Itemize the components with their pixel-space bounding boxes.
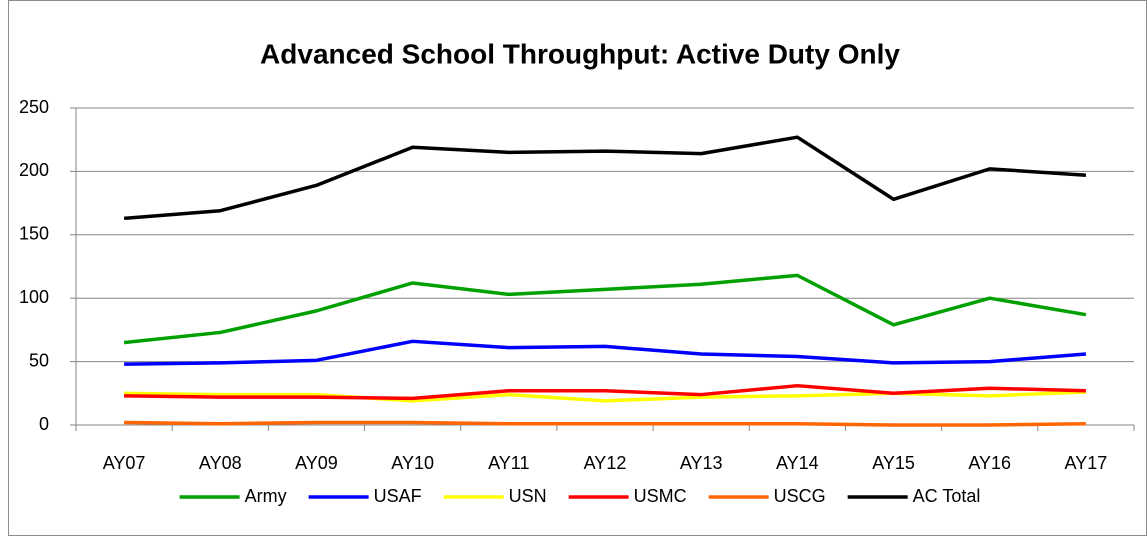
legend-label: USN xyxy=(509,486,547,506)
series-line xyxy=(123,135,1087,221)
y-tick-label: 0 xyxy=(39,414,49,434)
y-tick-label: 200 xyxy=(19,160,49,180)
legend-label: USMC xyxy=(634,486,687,506)
x-tick-label: AY09 xyxy=(295,453,338,473)
legend-label: AC Total xyxy=(913,486,981,506)
x-tick-label: AY07 xyxy=(103,453,146,473)
x-tick-label: AY14 xyxy=(776,453,819,473)
chart-frame xyxy=(8,0,1147,536)
x-tick-label: AY08 xyxy=(199,453,242,473)
y-tick-label: 150 xyxy=(19,224,49,244)
legend-label: USAF xyxy=(374,486,422,506)
x-tick-label: AY11 xyxy=(488,453,529,473)
legend-label: Army xyxy=(245,486,287,506)
series-line xyxy=(123,273,1087,345)
y-tick-label: 100 xyxy=(19,287,49,307)
x-tick-label: AY10 xyxy=(391,453,434,473)
x-tick-label: AY12 xyxy=(584,453,627,473)
series-line xyxy=(124,420,1086,427)
x-tick-label: AY16 xyxy=(968,453,1011,473)
series-line xyxy=(124,339,1087,366)
y-tick-label: 50 xyxy=(29,350,49,370)
x-tick-label: AY15 xyxy=(872,453,915,473)
y-tick-label: 250 xyxy=(19,97,49,117)
x-tick-label: AY17 xyxy=(1065,453,1108,473)
series-line xyxy=(124,390,1086,403)
legend-label: USCG xyxy=(774,486,826,506)
chart-title: Advanced School Throughput: Active Duty … xyxy=(260,38,900,69)
x-tick-label: AY13 xyxy=(680,453,723,473)
series-line xyxy=(124,383,1086,401)
